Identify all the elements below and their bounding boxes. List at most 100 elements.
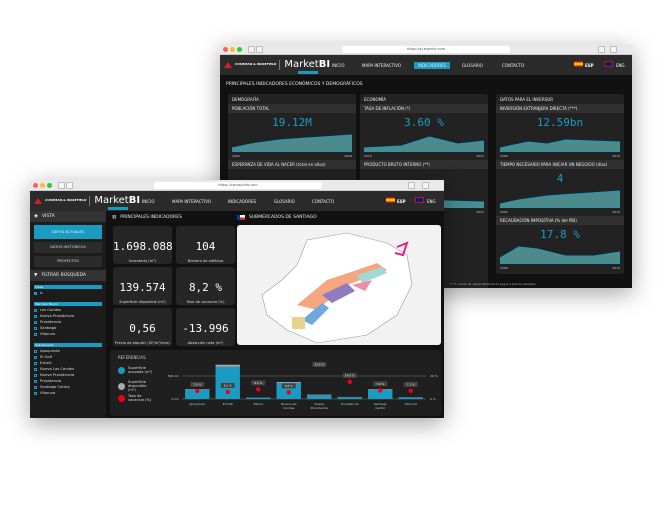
checkbox-icon[interactable]: [34, 361, 37, 365]
filter-checkbox[interactable]: Estoril: [34, 360, 106, 366]
filter-checkbox[interactable]: Nueva Providencia: [34, 313, 106, 319]
forward-icon[interactable]: [66, 182, 73, 189]
lang-esp[interactable]: ESP: [585, 63, 594, 68]
share-icon[interactable]: [408, 182, 415, 189]
indicator-label[interactable]: PRODUCTO BRUTO INTERNO (**): [360, 160, 488, 169]
view-datos-historicos[interactable]: DATOS HISTÓRICOS: [34, 242, 102, 253]
checkbox-icon[interactable]: [34, 314, 37, 318]
spain-flag-icon[interactable]: [386, 197, 395, 203]
maximize-icon[interactable]: [47, 183, 52, 188]
year-start: 2005: [500, 210, 508, 214]
vacancy-label-bg: [251, 380, 266, 386]
checkbox-icon[interactable]: [34, 385, 37, 389]
filter-checkbox[interactable]: Santiago Centro: [34, 384, 106, 390]
vacancy-label: 5,8 %: [285, 384, 293, 388]
filter-checkbox[interactable]: Vitacura: [34, 390, 106, 396]
url-bar[interactable]: https://cw.espinfo.com: [154, 182, 322, 189]
filter-group: Clase A: [30, 285, 106, 296]
maximize-icon[interactable]: [237, 47, 242, 52]
indicator-label[interactable]: INVERSIÓN EXTRANJERA DIRECTA (***): [496, 104, 624, 113]
tabs-icon[interactable]: [610, 46, 617, 53]
checkbox-icon[interactable]: [34, 320, 37, 324]
tabs-icon[interactable]: [422, 182, 429, 189]
checkbox-icon[interactable]: [34, 379, 37, 383]
share-icon[interactable]: [598, 46, 605, 53]
nav-indicadores[interactable]: INDICADORES: [228, 199, 257, 204]
lang-eng[interactable]: ENG: [616, 63, 625, 68]
legend-available: Superficie disponible (m²): [118, 380, 154, 392]
nav-mapa[interactable]: MAPA INTERACTIVO: [362, 63, 402, 68]
checkbox-icon[interactable]: [34, 332, 37, 336]
filter-icon: ▼: [34, 273, 38, 278]
indicator-label[interactable]: TASA DE INFLACIÓN (*): [360, 104, 488, 113]
spain-flag-icon[interactable]: [574, 61, 583, 67]
browser-titlebar: https://ar.espinfo.com: [220, 44, 632, 55]
kpi-value: 139.574: [119, 281, 166, 294]
nav-indicadores[interactable]: INDICADORES: [414, 62, 451, 69]
filter-checkbox[interactable]: Nueva Las Condes: [34, 366, 106, 372]
filter-group: Submercado Apoquindo El Golf Estoril Nueva L…: [30, 343, 106, 396]
nav-mapa[interactable]: MAPA INTERACTIVO: [172, 199, 212, 204]
view-proyectos[interactable]: PROYECTOS: [34, 256, 102, 267]
filter-checkbox[interactable]: Las Condes: [34, 307, 106, 313]
checkbox-icon[interactable]: [34, 373, 37, 377]
indicator-value: 19.12M: [272, 116, 312, 129]
checkbox-icon[interactable]: [34, 326, 37, 330]
indicator-label[interactable]: POBLACIÓN TOTAL: [228, 104, 356, 113]
checkbox-icon[interactable]: [34, 367, 37, 371]
minimize-icon[interactable]: [230, 47, 235, 52]
santiago-map[interactable]: [237, 225, 441, 345]
checkbox-icon[interactable]: [34, 349, 37, 353]
minimize-icon[interactable]: [40, 183, 45, 188]
checkbox-icon[interactable]: [34, 291, 37, 295]
forward-icon[interactable]: [256, 46, 263, 53]
filter-checkbox[interactable]: Providencia: [34, 319, 106, 325]
indicator-value: 4: [556, 172, 564, 185]
top-nav: CUSHMAN & WAKEFIELD MarketBI INICIO MAPA …: [30, 191, 444, 211]
checkbox-icon[interactable]: [34, 391, 37, 395]
nav-glosario[interactable]: GLOSARIO: [274, 199, 295, 204]
filter-checkbox[interactable]: A: [34, 290, 106, 296]
filter-checkbox[interactable]: Nueva Providencia: [34, 372, 106, 378]
filter-checkbox[interactable]: El Golf: [34, 354, 106, 360]
view-datos-actuales[interactable]: DATOS ACTUALES: [34, 225, 102, 239]
vacancy-label: 7,1 %: [407, 382, 415, 386]
nav-inicio[interactable]: INICIO: [142, 199, 155, 204]
indicator-label[interactable]: RECAUDACIÓN IMPOSITIVA (% del PBI): [496, 216, 624, 225]
sparkline: [500, 139, 620, 152]
vacancy-label: 7,6 %: [376, 382, 384, 386]
back-icon[interactable]: [248, 46, 255, 53]
url-bar[interactable]: https://ar.espinfo.com: [342, 46, 510, 53]
vacancy-label: 14,9 %: [345, 373, 355, 377]
lang-esp[interactable]: ESP: [397, 199, 406, 204]
view-header: ◉ VISTA: [30, 211, 106, 222]
uk-flag-icon[interactable]: [604, 61, 613, 67]
close-icon[interactable]: [223, 47, 228, 52]
kpi-label: Absorción neta (m²): [187, 341, 224, 345]
vacancy-dot: [225, 389, 230, 395]
filter-checkbox[interactable]: Providencia: [34, 378, 106, 384]
column-2: DATOS PARA EL INVERSOR INVERSIÓN EXTRANJE…: [496, 94, 624, 274]
kpi-card: 104 Número de edificios: [176, 226, 235, 264]
indicator-label[interactable]: ESPERANZA DE VIDA AL NACER (total en año…: [228, 160, 356, 169]
filter-checkbox[interactable]: Santiago: [34, 325, 106, 331]
kpi-card: 139.574 Superficie disponible (m²): [113, 267, 172, 305]
checkbox-icon[interactable]: [34, 355, 37, 359]
uk-flag-icon[interactable]: [415, 197, 424, 203]
sparkline: [232, 134, 352, 152]
close-icon[interactable]: [33, 183, 38, 188]
indicator-label[interactable]: TIEMPO NECESARIO PARA INICIAR UN NEGOCIO…: [496, 160, 624, 169]
back-icon[interactable]: [58, 182, 65, 189]
filter-checkbox[interactable]: Apoquindo: [34, 348, 106, 354]
filter-checkbox[interactable]: Vitacura: [34, 331, 106, 337]
bar-available: [276, 381, 301, 383]
nav-glosario[interactable]: GLOSARIO: [462, 63, 483, 68]
logo: CUSHMAN & WAKEFIELD MarketBI: [224, 60, 330, 74]
checkbox-label: Santiago Centro: [40, 385, 70, 389]
nav-inicio[interactable]: INICIO: [332, 63, 345, 68]
lang-eng[interactable]: ENG: [427, 199, 436, 204]
kpi-card: 8,2 % Tasa de vacancia (%): [176, 267, 235, 305]
nav-contacto[interactable]: CONTACTO: [502, 63, 525, 68]
nav-contacto[interactable]: CONTACTO: [312, 199, 335, 204]
checkbox-icon[interactable]: [34, 308, 37, 312]
